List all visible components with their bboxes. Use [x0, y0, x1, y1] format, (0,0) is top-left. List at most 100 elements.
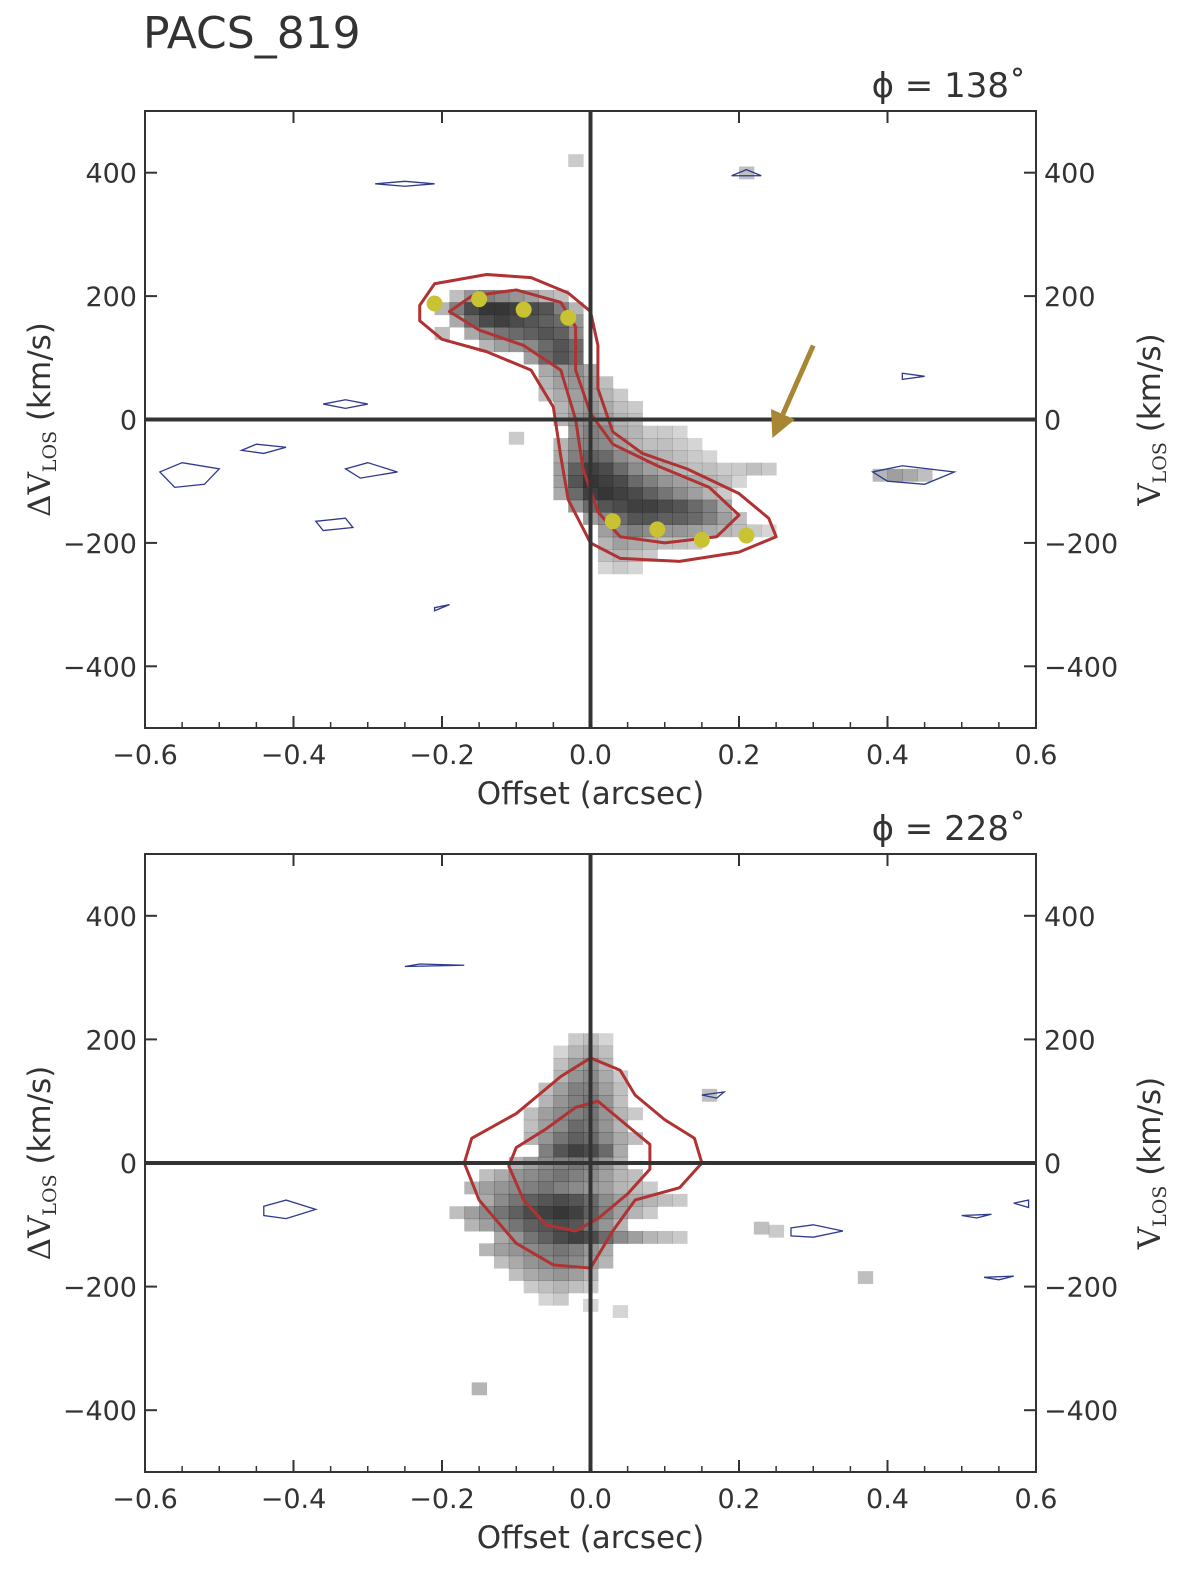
- emission-pixel: [553, 487, 569, 501]
- emission-pixel: [597, 1218, 614, 1232]
- emission-pixel: [731, 512, 747, 525]
- y-tick-label-left: 400: [85, 159, 137, 190]
- noise-contour: [983, 1275, 1014, 1281]
- y-tick-label-left: 200: [85, 1025, 137, 1056]
- emission-pixel: [471, 1382, 488, 1396]
- noise-contour: [961, 1213, 992, 1219]
- x-tick-label: 0.6: [1015, 1484, 1058, 1515]
- emission-pixel: [612, 475, 629, 488]
- x-axis-label: Offset (arcsec): [477, 1520, 705, 1556]
- emission-pixel: [538, 1268, 554, 1281]
- noise-contour: [790, 1224, 844, 1238]
- emission-pixel: [568, 487, 584, 501]
- noise-contour: [314, 517, 355, 532]
- emission-pixel: [687, 487, 703, 501]
- emission-pixel: [657, 475, 673, 488]
- y-tick-label-right: −400: [1044, 652, 1118, 683]
- emission-pixel: [597, 1255, 614, 1269]
- emission-pixel: [523, 1169, 540, 1183]
- emission-pixel: [687, 450, 703, 464]
- emission-pixel: [479, 1169, 495, 1183]
- emission-pixel: [568, 1119, 584, 1133]
- x-tick-label: −0.6: [112, 740, 178, 771]
- rotation-curve-point: [426, 295, 443, 312]
- emission-pixel: [568, 388, 584, 402]
- emission-pixel: [523, 1280, 540, 1294]
- emission-pixel: [449, 302, 465, 316]
- emission-pixel: [553, 1169, 569, 1183]
- emission-pixel: [716, 499, 733, 513]
- emission-pixel: [642, 1230, 658, 1244]
- x-tick-label: −0.4: [261, 740, 327, 771]
- emission-pixel: [553, 1119, 569, 1133]
- emission-pixel: [538, 1169, 554, 1183]
- emission-pixel: [568, 462, 584, 476]
- emission-pixel: [739, 166, 755, 180]
- emission-pixel: [627, 462, 643, 476]
- emission-pixel: [597, 475, 614, 488]
- annotation-arrowhead: [771, 408, 795, 439]
- emission-pixel: [657, 438, 673, 451]
- emission-pixel: [479, 1206, 495, 1220]
- x-tick-label: −0.2: [409, 1484, 475, 1515]
- emission-pixel: [657, 1230, 673, 1244]
- x-tick-label: 0.0: [569, 1484, 612, 1515]
- emission-pixel: [568, 475, 584, 488]
- emission-pixel: [568, 1132, 584, 1145]
- emission-pixel: [612, 1230, 629, 1244]
- emission-pixel: [553, 1045, 569, 1059]
- emission-pixel: [917, 468, 933, 482]
- emission-pixel: [597, 1193, 614, 1207]
- emission-pixel: [701, 512, 718, 525]
- emission-pixel: [568, 1033, 584, 1047]
- y-tick-label-right: 200: [1044, 282, 1096, 313]
- emission-pixel: [701, 450, 718, 464]
- emission-pixel: [538, 1132, 554, 1145]
- angle-label: ϕ = 138˚: [872, 66, 1026, 106]
- emission-pixel: [479, 339, 495, 353]
- emission-pixel: [508, 289, 525, 303]
- emission-pixel: [553, 326, 569, 340]
- noise-contour: [701, 1090, 727, 1099]
- emission-pixel: [523, 1255, 540, 1269]
- x-tick-label: 0.2: [718, 740, 761, 771]
- y-tick-label-left: −200: [63, 1273, 137, 1304]
- emission-pixel: [612, 1095, 629, 1108]
- emission-pixel: [627, 475, 643, 488]
- emission-pixel: [493, 1230, 510, 1244]
- rotation-curve-point: [738, 527, 755, 544]
- emission-pixel: [553, 1292, 569, 1306]
- emission-pixel: [642, 1206, 658, 1220]
- emission-pixel: [597, 1132, 614, 1145]
- chart-panel-top: −0.6 −0.4 −0.2 0.0 0.2 0.4 0.6 400 400 200 200 0 0 −2…: [22, 66, 1171, 812]
- emission-pixel: [627, 1107, 643, 1121]
- emission-pixel: [553, 1082, 569, 1096]
- y-axis-label-right: VLOS (km/s): [1132, 333, 1171, 506]
- noise-contour: [1013, 1199, 1030, 1209]
- y-axis-label-left: ΔVLOS (km/s): [22, 322, 61, 517]
- emission-pixel: [612, 561, 629, 575]
- emission-pixel: [493, 339, 510, 353]
- noise-contour: [375, 180, 435, 187]
- y-tick-label-right: −200: [1044, 1273, 1118, 1304]
- emission-pixel: [627, 487, 643, 501]
- emission-pixel: [538, 1095, 554, 1108]
- y-tick-label-right: 0: [1044, 406, 1061, 437]
- emission-pixel: [508, 314, 525, 328]
- y-tick-label-right: 400: [1044, 159, 1096, 190]
- emission-pixel: [857, 1271, 874, 1285]
- plot-area: [158, 154, 957, 612]
- emission-pixel: [612, 400, 629, 414]
- model-contour: [462, 1056, 704, 1270]
- emission-pixel: [508, 431, 525, 445]
- x-tick-label: 0.4: [866, 740, 909, 771]
- emission-pixel: [597, 1119, 614, 1133]
- emission-pixel: [538, 363, 554, 377]
- y-tick-label-right: 0: [1044, 1149, 1061, 1180]
- emission-pixel: [657, 499, 673, 513]
- rotation-curve-point: [560, 309, 577, 326]
- y-tick-label-left: −400: [63, 652, 137, 683]
- emission-pixel: [538, 1107, 554, 1121]
- y-tick-label-left: 200: [85, 282, 137, 313]
- emission-pixel: [523, 326, 540, 340]
